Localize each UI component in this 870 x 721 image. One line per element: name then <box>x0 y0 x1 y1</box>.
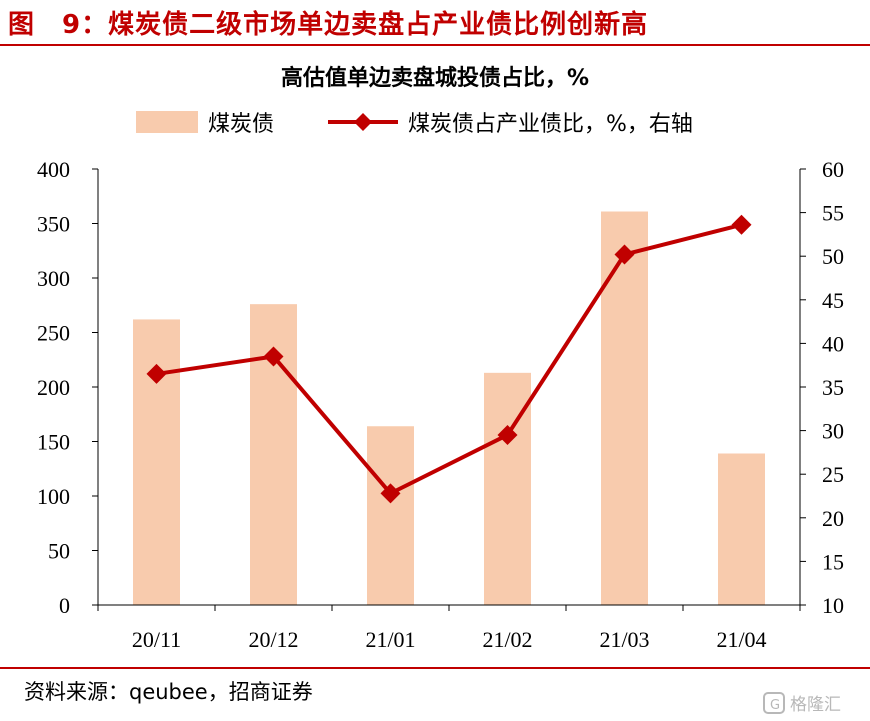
y-left-tick-label: 200 <box>37 375 70 400</box>
y-left-tick-label: 300 <box>37 266 70 291</box>
y-left-tick-label: 0 <box>59 593 70 618</box>
line-point-21-02 <box>497 424 518 445</box>
line-point-21-01 <box>380 483 401 504</box>
svg-text:G: G <box>770 698 780 713</box>
legend-swatch-marker <box>354 113 372 131</box>
y-right-tick-label: 45 <box>822 288 844 313</box>
bar-21-01 <box>367 426 414 605</box>
title-rule <box>0 44 870 46</box>
bar-21-04 <box>718 453 765 605</box>
legend-label-bar: 煤炭债 <box>208 112 274 137</box>
y-right-tick-label: 40 <box>822 331 844 356</box>
y-left-tick-label: 250 <box>37 321 70 346</box>
y-left-tick-label: 100 <box>37 484 70 509</box>
y-right-tick-label: 20 <box>822 506 844 531</box>
y-right-tick-label: 50 <box>822 244 844 269</box>
y-right-tick-label: 15 <box>822 549 844 574</box>
x-tick-label: 21/04 <box>716 627 766 652</box>
y-left-tick-label: 350 <box>37 212 70 237</box>
source-note: 资料来源：qeubee，招商证券 <box>24 680 313 704</box>
legend-swatch-bar <box>136 111 198 133</box>
line-point-21-03 <box>614 244 635 265</box>
y-left-tick-label: 400 <box>37 157 70 182</box>
y-right-tick-label: 55 <box>822 201 844 226</box>
line-series <box>156 222 742 496</box>
watermark-logo-icon <box>763 692 785 714</box>
y-left-tick-label: 50 <box>48 539 70 564</box>
x-tick-label: 20/11 <box>132 627 181 652</box>
legend-label-line: 煤炭债占产业债比，%，右轴 <box>408 112 693 137</box>
watermark-logo: G 格隆汇 <box>763 692 841 715</box>
y-right-tick-label: 10 <box>822 593 844 618</box>
y-right-tick-label: 25 <box>822 462 844 487</box>
chart-title: 高估值单边卖盘城投债占比，% <box>280 66 590 91</box>
source-rule <box>0 667 870 669</box>
x-tick-label: 21/02 <box>482 627 532 652</box>
watermark-text: 格隆汇 <box>790 695 841 715</box>
bar-21-03 <box>601 211 648 605</box>
x-tick-label: 21/03 <box>599 627 649 652</box>
chart-area: 煤炭债 煤炭债占产业债比，%，右轴 0 50 100 150 200 250 300 350 400… <box>37 111 844 652</box>
line-point-20-11 <box>146 363 167 384</box>
y-right-tick-label: 30 <box>822 419 844 444</box>
y-right-tick-label: 60 <box>822 157 844 182</box>
x-tick-label: 20/12 <box>248 627 298 652</box>
x-tick-label: 21/01 <box>365 627 415 652</box>
bar-20-11 <box>133 319 180 605</box>
line-point-20-12 <box>263 346 284 367</box>
figure-title: 图 9：煤炭债二级市场单边卖盘占产业债比例创新高 <box>8 10 649 40</box>
line-point-21-04 <box>731 214 752 235</box>
y-right-tick-label: 35 <box>822 375 844 400</box>
y-left-tick-label: 150 <box>37 430 70 455</box>
